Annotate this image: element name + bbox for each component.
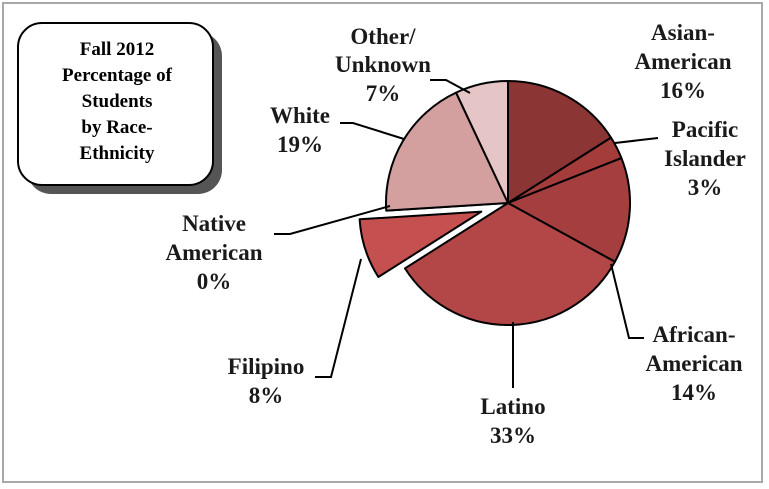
label-pacific-islander-1: Pacific	[672, 117, 738, 142]
label-african-american-3: 14%	[671, 380, 717, 405]
label-pacific-islander-3: 3%	[688, 175, 723, 200]
label-white-1: White	[270, 103, 330, 128]
label-asian-american-3: 16%	[660, 78, 706, 103]
label-filipino-2: 8%	[249, 383, 284, 408]
leader-filipino	[315, 258, 362, 378]
pie-slice-other-unknown	[455, 80, 509, 204]
label-asian-american-1: Asian-	[651, 20, 715, 45]
label-latino-1: Latino	[480, 394, 545, 419]
label-asian-american-2: American	[634, 49, 731, 74]
chart-title-line-2: Percentage of	[62, 65, 173, 86]
slice-labels: Asian- American 16% Pacific Islander 3% …	[165, 20, 745, 448]
chart-title-line-4: by Race-	[81, 117, 152, 138]
leader-other	[430, 79, 471, 94]
pie-slice-asian-american	[507, 80, 613, 204]
leader-lines	[274, 79, 659, 388]
label-pacific-islander-2: Islander	[664, 146, 746, 171]
leader-white	[340, 122, 405, 140]
pie-slice-white	[385, 91, 509, 212]
title-box	[17, 22, 214, 186]
label-other-unknown-1: Other/	[350, 24, 416, 49]
label-other-unknown-3: 7%	[366, 81, 401, 106]
leader-native-american	[274, 205, 391, 235]
pie-slices	[358, 80, 631, 326]
label-filipino-1: Filipino	[228, 354, 305, 379]
label-native-american-3: 0%	[197, 269, 232, 294]
label-white-2: 19%	[277, 132, 323, 157]
label-native-american-2: American	[165, 240, 262, 265]
pie-slice-latino	[403, 202, 616, 326]
pie-slice-african-american	[507, 157, 631, 263]
label-latino-2: 33%	[490, 423, 536, 448]
label-african-american-2: American	[645, 351, 742, 376]
leader-african-american	[610, 263, 644, 339]
leader-pacific-islander	[614, 137, 659, 144]
pie-slice-filipino	[358, 210, 483, 279]
chart-title-line-1: Fall 2012	[80, 39, 154, 60]
label-native-american-1: Native	[182, 211, 246, 236]
label-african-american-1: African-	[652, 322, 735, 347]
label-other-unknown-2: Unknown	[335, 52, 431, 77]
chart-title-line-5: Ethnicity	[80, 143, 155, 164]
chart-title-line-3: Students	[82, 91, 153, 112]
